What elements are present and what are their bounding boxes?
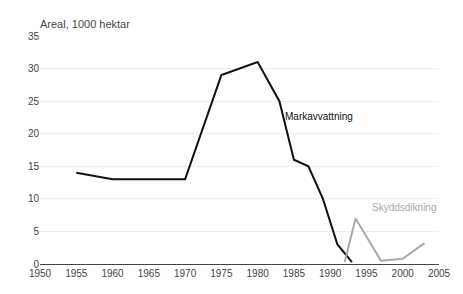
svg-text:1980: 1980 (247, 268, 270, 279)
svg-text:30: 30 (28, 63, 40, 74)
svg-text:25: 25 (28, 96, 40, 107)
svg-text:2000: 2000 (392, 268, 415, 279)
svg-text:20: 20 (28, 128, 40, 139)
svg-text:1955: 1955 (65, 268, 88, 279)
svg-text:Skyddsdikning: Skyddsdikning (372, 202, 436, 213)
svg-text:15: 15 (28, 161, 40, 172)
svg-text:1950: 1950 (29, 268, 52, 279)
svg-text:1970: 1970 (174, 268, 197, 279)
svg-text:Markavvattning: Markavvattning (285, 111, 353, 122)
svg-text:10: 10 (28, 193, 40, 204)
svg-text:1990: 1990 (319, 268, 342, 279)
svg-text:1975: 1975 (210, 268, 233, 279)
svg-text:1965: 1965 (138, 268, 161, 279)
svg-text:5: 5 (33, 226, 39, 237)
svg-text:Areal, 1000 hektar: Areal, 1000 hektar (40, 18, 130, 30)
svg-text:2005: 2005 (428, 268, 451, 279)
svg-text:35: 35 (28, 31, 40, 42)
svg-text:1985: 1985 (283, 268, 306, 279)
svg-text:1995: 1995 (355, 268, 378, 279)
svg-text:0: 0 (33, 259, 39, 270)
svg-text:1960: 1960 (101, 268, 124, 279)
